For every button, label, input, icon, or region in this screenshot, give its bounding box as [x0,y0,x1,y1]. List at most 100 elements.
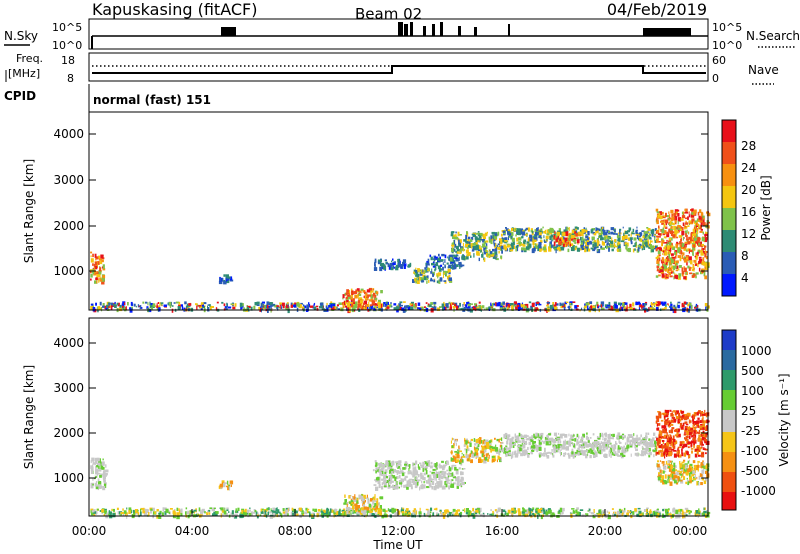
velocity-echo-cell-6 [592,444,595,449]
power-echo-cell-8 [501,245,504,249]
velocity-echo-cell-1 [529,511,532,515]
velocity-echo-cell-1 [440,512,443,516]
power-echo-cell-2 [218,280,223,285]
velocity-echo-cell-1 [655,511,658,517]
power-echo-cell-7 [485,250,488,253]
power-echo-cell-10 [669,268,672,271]
velocity-echo-cell-0 [95,484,99,489]
power-echo-cell-8 [577,242,579,245]
power-echo-cell-10 [663,261,665,265]
velocity-echo-cell-4 [435,477,437,481]
velocity-echo-cell-4 [381,473,384,477]
velocity-echo-cell-5 [497,455,500,460]
power-echo-cell-10 [671,242,673,246]
power-echo-cell-10 [663,265,667,269]
velocity-echo-cell-3 [378,502,380,506]
power-echo-cell-7 [483,247,487,251]
power-echo-cell-3 [375,298,377,302]
velocity-echo-cell-6 [587,449,591,453]
power-echo-cell-7 [493,255,496,258]
power-echo-cell-8 [625,245,628,250]
velocity-echo-cell-4 [447,475,449,480]
velocity-echo-cell-1 [213,511,217,516]
velocity-echo-cell-5 [478,458,482,463]
power-echo-cell-8 [502,231,505,233]
power-echo-cell-10 [670,231,673,234]
power-echo-cell-1 [568,305,570,310]
velocity-echo-cell-4 [409,478,413,481]
velocity-echo-cell-5 [475,439,479,443]
velocity-echo-cell-4 [458,467,461,470]
power-echo-cell-10 [672,256,676,259]
velocity-echo-cell-1 [249,509,251,512]
power-echo-cell-8 [592,243,595,248]
velocity-echo-cell-1 [112,508,115,512]
power-echo-cell-8 [653,245,655,248]
power-echo-cell-7 [465,234,467,240]
power-echo-cell-1 [539,302,541,305]
velocity-echo-cell-4 [388,481,392,484]
power-echo-cell-7 [469,239,473,243]
velocity-echo-cell-1 [109,511,112,514]
power-echo-cell-1 [399,301,403,304]
velocity-echo-cell-1 [634,508,637,512]
velocity-echo-cell-4 [460,463,463,466]
power-echo-cell-1 [517,307,520,311]
power-echo-cell-1 [454,303,457,308]
power-echo-cell-10 [681,267,684,272]
velocity-echo-cell-1 [189,510,193,514]
power-echo-cell-1 [673,304,676,308]
velocity-echo-cell-6 [556,448,558,450]
power-echo-cell-1 [387,302,389,305]
power-echo-cell-7 [472,245,476,250]
power-echo-cell-3 [348,293,350,297]
power-echo-cell-9 [566,243,568,247]
power-echo-cell-8 [647,228,651,231]
velocity-echo-cell-5 [496,459,498,463]
power-echo-cell-1 [569,301,573,303]
velocity-echo-cell-4 [424,461,427,465]
velocity-echo-cell-4 [406,462,409,466]
power-echo-cell-1 [146,306,149,310]
power-echo-cell-5 [433,279,436,283]
velocity-echo-cell-1 [298,507,302,512]
velocity-echo-cell-1 [405,508,409,512]
velocity-echo-cell-6 [652,449,656,452]
power-echo-cell-8 [550,239,552,244]
velocity-echo-cell-6 [566,440,569,445]
power-echo-cell-7 [477,252,480,256]
power-echo-cell-8 [567,236,569,239]
velocity-echo-cell-5 [483,456,486,461]
velocity-echo-cell-6 [545,441,549,446]
power-echo-cell-1 [513,301,517,305]
power-echo-cell-10 [699,227,702,230]
power-echo-cell-10 [699,217,703,222]
velocity-echo-cell-4 [383,476,386,480]
velocity-echo-cell-1 [131,509,132,513]
velocity-echo-cell-1 [459,511,463,515]
power-echo-cell-10 [666,239,668,242]
velocity-echo-cell-1 [255,511,258,516]
velocity-echo-cell-4 [426,481,430,484]
velocity-echo-cell-4 [445,480,448,483]
power-echo-cell-8 [616,234,619,239]
velocity-echo-cell-7 [676,431,679,435]
velocity-echo-cell-0 [102,458,104,461]
velocity-echo-cell-6 [570,434,573,439]
velocity-echo-cell-4 [411,471,413,476]
velocity-echo-cell-0 [99,474,102,478]
velocity-echo-cell-6 [555,434,557,438]
power-echo-cell-7 [487,253,489,258]
velocity-echo-cell-6 [521,452,524,456]
velocity-echo-cell-6 [612,433,615,437]
velocity-echo-cell-0 [91,470,93,473]
power-echo-cell-6 [455,264,459,267]
power-echo-cell-10 [686,261,688,266]
power-echo-cell-10 [677,255,681,258]
power-echo-cell-8 [651,232,654,237]
velocity-echo-cell-6 [527,446,529,451]
power-echo-cell-8 [524,229,527,231]
velocity-echo-cell-6 [583,442,586,445]
power-echo-cell-1 [671,306,675,311]
velocity-echo-cell-6 [518,432,521,437]
